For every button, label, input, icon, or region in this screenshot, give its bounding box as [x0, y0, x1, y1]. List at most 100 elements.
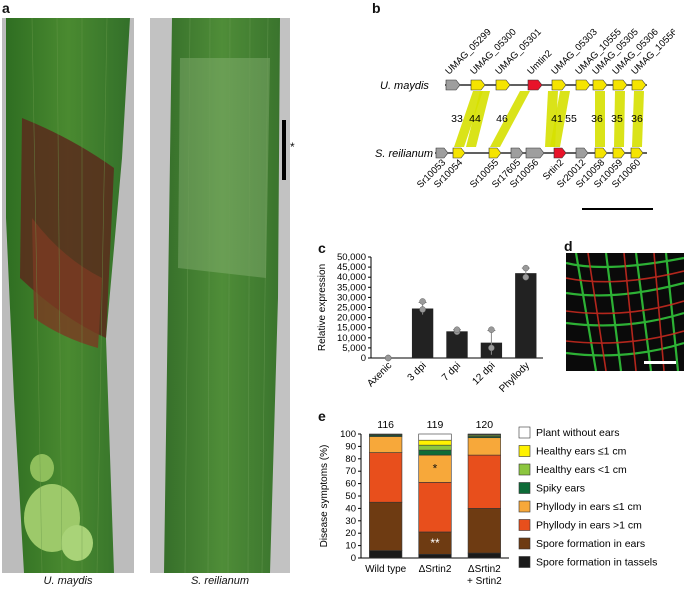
- stacked-segment: [369, 433, 403, 435]
- y-tick-label: 40: [345, 503, 356, 514]
- expression-bar-chart: 05,00010,00015,00020,00025,00030,00035,0…: [317, 252, 543, 395]
- y-tick-label: 50,000: [337, 252, 366, 263]
- synteny-link: [595, 91, 605, 147]
- stacked-segment: [418, 454, 452, 483]
- x-tick-label: Axenic: [365, 360, 394, 389]
- stacked-segment: [467, 508, 501, 554]
- legend-swatch: [518, 463, 531, 476]
- panel-b-letter: b: [372, 0, 381, 16]
- stacked-segment: [369, 436, 403, 453]
- lesion-region-bar: [282, 120, 286, 180]
- bottom-gene-arrow: [594, 147, 608, 159]
- identity-label: 35: [611, 113, 623, 125]
- y-tick-label: 45,000: [337, 262, 366, 273]
- y-tick-label: 30,000: [337, 292, 366, 303]
- microscopy-image: [565, 252, 685, 372]
- legend-label: Phyllody in ears ≤1 cm: [536, 501, 642, 513]
- data-point: [488, 326, 495, 333]
- sample-size-label: 116: [377, 419, 394, 431]
- data-point: [419, 306, 426, 313]
- legend-label: Spore formation in tassels: [536, 557, 657, 569]
- sample-size-label: 120: [476, 419, 494, 431]
- legend-swatch: [518, 537, 531, 550]
- y-tick-label: 0: [351, 553, 356, 564]
- x-tick-label: ΔSrtin2: [419, 564, 452, 575]
- identity-label: 36: [631, 113, 643, 125]
- data-point: [522, 264, 530, 272]
- stacked-segment: [467, 433, 501, 435]
- top-gene-arrow: [445, 79, 461, 91]
- legend-swatch: [518, 445, 531, 457]
- label-u-maydis: U. maydis: [43, 575, 93, 587]
- leaf-u-maydis-image: [2, 17, 134, 574]
- x-tick-label: 12 dpi: [470, 360, 497, 387]
- top-gene-arrow: [612, 79, 628, 91]
- synteny-link: [490, 91, 530, 147]
- bottom-gene-arrow: [630, 147, 644, 159]
- legend-label: Spiky ears: [536, 483, 585, 495]
- x-tick-label: Phyllody: [497, 360, 532, 395]
- stacked-segment: [418, 449, 452, 456]
- y-axis-label: Relative expression: [317, 264, 328, 351]
- bottom-gene-arrow: [452, 147, 466, 159]
- stacked-segment: [418, 553, 452, 559]
- significance-marker: **: [430, 536, 440, 550]
- top-gene-arrow: [631, 79, 647, 91]
- stacked-segment: [467, 437, 501, 456]
- y-tick-label: 90: [345, 441, 356, 452]
- synteny-link: [632, 91, 644, 147]
- y-tick-label: 20,000: [337, 313, 366, 324]
- legend-swatch: [518, 500, 531, 513]
- legend-swatch: [518, 482, 531, 494]
- legend-label: Plant without ears: [536, 427, 619, 439]
- stacked-segment: [418, 433, 452, 441]
- y-tick-label: 30: [345, 516, 356, 527]
- y-tick-label: 50: [345, 491, 356, 502]
- y-axis-label: Disease symptoms (%): [319, 445, 330, 548]
- significance-marker: *: [433, 462, 438, 476]
- bottom-gene-arrow: [612, 147, 626, 159]
- x-tick-label: 3 dpi: [406, 360, 429, 383]
- data-point: [384, 354, 392, 362]
- y-tick-label: 20: [345, 528, 356, 539]
- data-point: [522, 273, 530, 281]
- synteny-link: [550, 91, 570, 147]
- top-gene-arrow: [527, 79, 543, 91]
- stacked-segment: [467, 552, 501, 559]
- stacked-segment: [369, 501, 403, 551]
- stacked-segment: [418, 439, 452, 446]
- y-tick-label: 60: [345, 479, 356, 490]
- identity-label: 41: [551, 113, 563, 125]
- bar: [411, 308, 434, 358]
- leaf-photo-u-maydis: [2, 17, 134, 574]
- x-tick-label: Wild type: [365, 564, 407, 575]
- top-gene-arrow: [470, 79, 486, 91]
- bottom-gene-arrow: [575, 147, 589, 159]
- top-gene-arrow: [495, 79, 511, 91]
- y-tick-label: 25,000: [337, 303, 366, 314]
- bottom-gene-arrow: [553, 147, 567, 159]
- legend-swatch: [518, 556, 531, 568]
- panel-d-letter: d: [564, 238, 573, 254]
- x-tick-label: + Srtin2: [467, 576, 502, 587]
- stacked-segment: [369, 550, 403, 559]
- bottom-gene-arrow: [435, 147, 449, 159]
- stacked-segment: [369, 452, 403, 503]
- x-tick-label: 7 dpi: [440, 360, 463, 383]
- synteny-link: [466, 91, 490, 147]
- bar: [446, 331, 468, 358]
- confocal-micrograph: [565, 252, 685, 372]
- bottom-gene-arrow: [525, 147, 545, 159]
- y-tick-label: 0: [361, 353, 366, 364]
- panel-c-letter: c: [318, 240, 326, 256]
- y-tick-label: 10,000: [337, 333, 366, 344]
- legend-label: Healthy ears <1 cm: [536, 464, 627, 476]
- leaf-photo-s-reilianum: [150, 17, 290, 574]
- label-s-reilianum: S. reilianum: [190, 575, 250, 587]
- leaf-s-reilianum-image: [150, 17, 290, 574]
- y-tick-label: 5,000: [342, 343, 366, 354]
- panel-e-letter: e: [318, 408, 326, 424]
- synteny-link: [454, 91, 483, 147]
- synteny-link: [614, 91, 625, 147]
